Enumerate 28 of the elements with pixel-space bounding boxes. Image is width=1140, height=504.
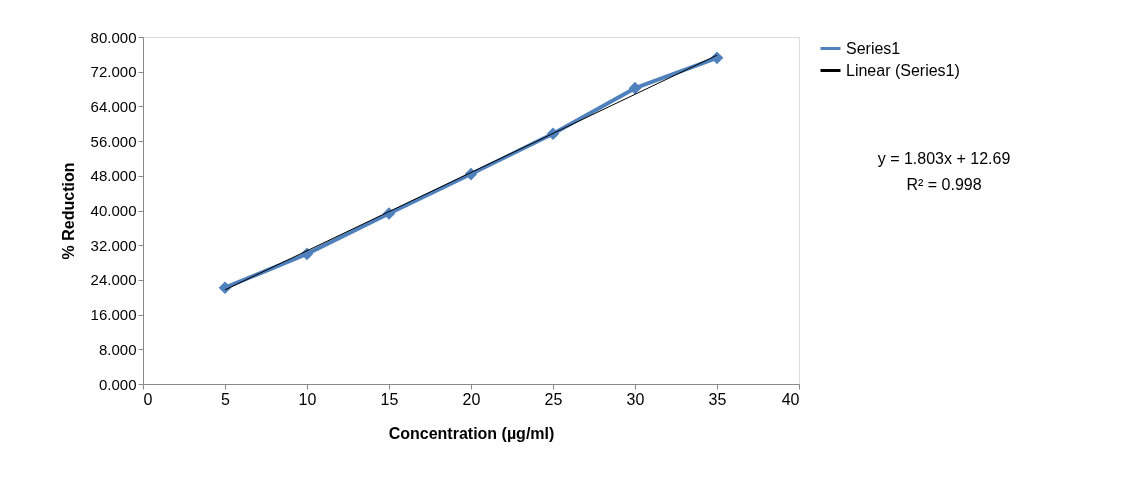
x-tick-label: 30	[626, 390, 645, 408]
y-tick-label: 56.000	[90, 132, 137, 150]
point	[710, 51, 724, 65]
y-tick-label: 80.000	[90, 28, 137, 46]
x-tick-label: 10	[298, 390, 317, 408]
y-tick-label: 16.000	[90, 306, 137, 324]
y-tick-label: 72.000	[90, 63, 137, 81]
x-tick-label: 40	[781, 390, 800, 408]
x-axis-title: Concentration (µg/ml)	[388, 424, 555, 442]
x-tick-label: 0	[143, 390, 153, 408]
text: R² = 0.998	[906, 176, 982, 193]
x-tick-label: 20	[462, 390, 481, 408]
x-tick-label: 25	[544, 390, 563, 408]
y-tick-label: 0.000	[98, 375, 137, 393]
x-tick-label: 15	[380, 390, 399, 408]
text: y = 1.803x + 12.69	[877, 150, 1011, 167]
legend-label: Series1	[846, 39, 901, 57]
y-tick-label: 8.000	[98, 340, 137, 358]
y-tick-label: 32.000	[90, 236, 137, 254]
x-tick-label: 5	[221, 390, 231, 408]
y-axis-title: % Reduction	[59, 162, 77, 260]
y-tick-label: 64.000	[90, 97, 137, 115]
y-tick-label: 48.000	[90, 167, 137, 185]
y-tick-label: 24.000	[90, 271, 137, 289]
legend-label: Linear (Series1)	[846, 61, 960, 79]
y-tick-label: 40.000	[90, 202, 137, 219]
point	[628, 81, 642, 95]
x-tick-label: 35	[708, 390, 727, 408]
